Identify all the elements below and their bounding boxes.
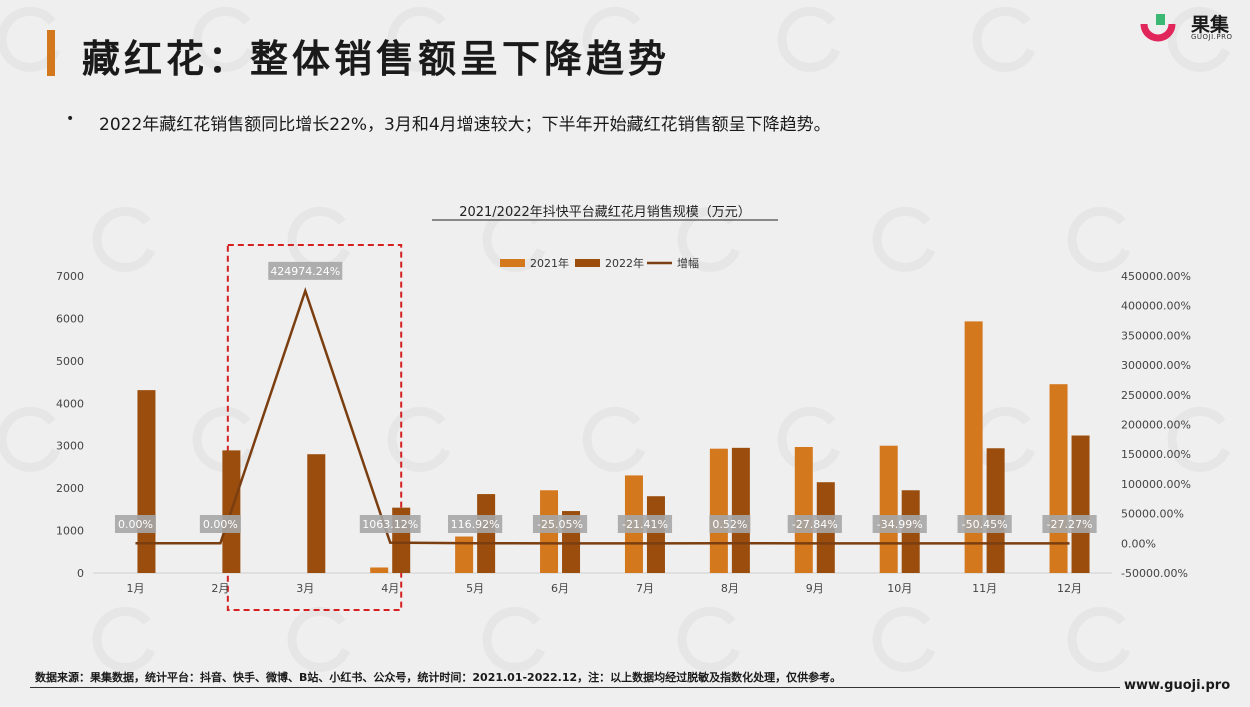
footer-url[interactable]: www.guoji.pro [1124,678,1231,693]
brand-logo [1140,12,1240,46]
x-tick-label: 7月 [636,582,654,595]
page-title: 藏红花：整体销售额呈下降趋势 [82,37,671,81]
data-label-bg [787,515,842,533]
y-right-tick-label: 350000.00% [1121,329,1191,342]
y-right-tick-label: 450000.00% [1121,270,1191,283]
data-label-bg [1042,515,1097,533]
legend-swatch-2021 [500,259,525,267]
growth-line [135,286,1070,545]
bar-2021 [879,445,898,573]
y-right-tick-label: 250000.00% [1121,389,1191,402]
y-right-tick-label: 50000.00% [1121,508,1184,521]
data-label: 424974.24% [270,265,340,278]
data-label: 0.52% [712,518,747,531]
bar-2022 [137,390,156,573]
x-tick-label: 5月 [466,582,484,595]
x-tick-label: 4月 [381,582,399,595]
legend-label-growth: 增幅 [677,256,699,270]
bar-2021 [794,446,813,573]
bar-2022 [307,454,326,573]
y-right-tick-label: 400000.00% [1121,300,1191,313]
bar-2021 [1049,384,1068,573]
legend-label-2021: 2021年 [530,256,569,270]
y-left-tick-label: 2000 [56,482,84,495]
data-label: -21.41% [622,518,668,531]
y-right-tick-label: 200000.00% [1121,419,1191,432]
data-label: -25.05% [537,518,583,531]
y-left-tick-label: 5000 [56,355,84,368]
data-label-bg [532,515,588,533]
x-tick-label: 6月 [551,582,569,595]
data-label: -27.27% [1047,518,1093,531]
data-label: 116.92% [451,518,500,531]
x-tick-label: 11月 [972,582,997,595]
x-tick-label: 3月 [296,582,314,595]
x-tick-label: 8月 [721,582,739,595]
y-left-tick-label: 3000 [56,440,84,453]
x-tick-label: 9月 [806,582,824,595]
data-label: 1063.12% [362,518,418,531]
data-label-bg [114,515,156,533]
bar-2022 [477,494,496,573]
bar-2022 [986,448,1005,573]
x-tick-label: 1月 [126,582,144,595]
data-label-bg [268,261,343,280]
y-right-tick-label: 300000.00% [1121,359,1191,372]
highlight-box [226,244,403,611]
y-right-tick-label: 0.00% [1121,537,1156,550]
bar-2021 [370,567,389,573]
data-label: -27.84% [792,518,838,531]
data-label-bg [617,515,673,533]
data-label: -34.99% [877,518,923,531]
bar-2021 [455,536,474,573]
bar-2022 [1071,435,1090,573]
bar-2021 [709,448,728,573]
y-right-tick-label: -50000.00% [1121,567,1188,580]
x-tick-label: 2月 [211,582,229,595]
x-tick-label: 12月 [1057,582,1082,595]
data-label-bg [957,515,1012,533]
data-label-bg [199,515,241,533]
logo-name: 果集 [1191,14,1230,36]
summary-text: 2022年藏红花销售额同比增长22%，3月和4月增速较大；下半年开始藏红花销售额… [99,115,831,135]
y-right-tick-label: 100000.00% [1121,478,1191,491]
bar-2021 [964,321,983,573]
footer-note: 数据来源：果集数据，统计平台：抖音、快手、微博、B站、小红书、公众号，统计时间：… [35,671,842,684]
data-label-bg [448,515,503,533]
title-accent-bar [47,30,55,76]
bar-2022 [646,496,665,573]
logo-icon [1140,14,1176,42]
legend-label-2022: 2022年 [605,256,644,270]
footer-divider [30,687,1120,688]
legend-swatch-2022 [575,259,600,267]
chart-title: 2021/2022年抖快平台藏红花月销售规模（万元） [459,204,751,220]
y-left-tick-label: 7000 [56,270,84,283]
logo-subtext: GUOJI.PRO [1191,33,1233,41]
data-label-bg [359,515,421,533]
y-left-tick-label: 4000 [56,397,84,410]
y-left-tick-label: 0 [77,567,84,580]
bullet-marker: • [66,111,75,127]
data-label: 0.00% [203,518,238,531]
y-left-tick-label: 1000 [56,525,84,538]
data-label-bg [709,515,751,533]
data-label: 0.00% [118,518,153,531]
y-left-tick-label: 6000 [56,312,84,325]
data-label-bg [872,515,927,533]
bar-2022 [731,447,750,573]
y-right-tick-label: 150000.00% [1121,448,1191,461]
x-tick-label: 10月 [887,582,912,595]
data-label: -50.45% [962,518,1008,531]
